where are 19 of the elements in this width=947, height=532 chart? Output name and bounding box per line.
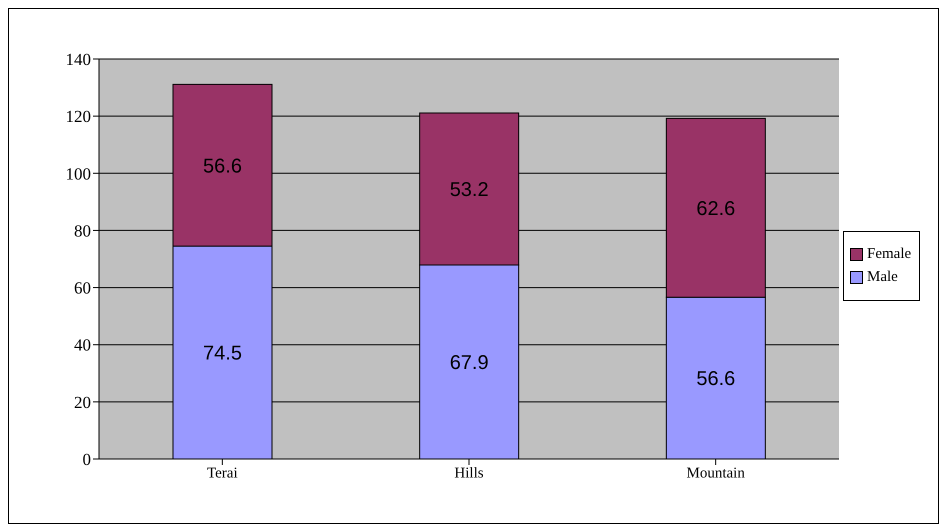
data-label: 67.9 [450,352,489,374]
y-tick-label: 40 [74,336,91,355]
y-tick-label: 140 [66,50,91,70]
y-tick-label: 0 [82,450,91,470]
y-tick-label: 120 [66,107,91,126]
legend-label: Male [867,269,898,286]
y-tick-label: 100 [66,164,91,184]
y-tick-label: 20 [74,392,91,412]
data-label: 74.5 [203,342,242,365]
data-label: 56.6 [696,368,736,390]
y-tick-label: 60 [74,278,91,298]
x-tick-label: Hills [454,466,484,482]
x-tick-label: Terai [207,466,238,482]
y-tick-label: 80 [74,221,91,240]
data-label: 62.6 [696,198,736,220]
data-label: 56.6 [203,155,242,178]
data-label: 53.2 [450,179,489,202]
legend-label: Female [867,246,912,263]
x-tick-label: Mountain [686,466,746,482]
